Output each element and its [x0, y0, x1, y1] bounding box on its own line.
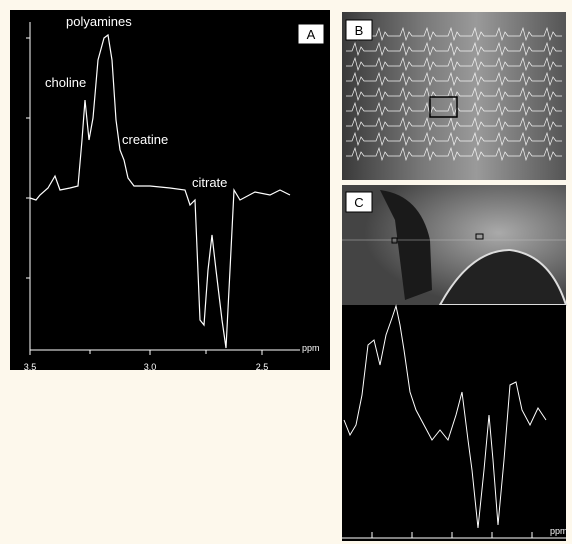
figure: polyamines choline creatine citrate 3.5 … — [0, 0, 572, 544]
panel-label: B — [355, 23, 364, 38]
panel-b: B — [342, 12, 566, 180]
panel-background — [342, 305, 566, 541]
annotation: polyamines — [66, 14, 132, 29]
page: polyamines choline creatine citrate 3.5 … — [0, 0, 572, 544]
panel-label: C — [354, 195, 363, 210]
x-tick-label: 3.0 — [144, 362, 157, 372]
annotation: citrate — [192, 175, 227, 190]
panel-c: ppm C — [342, 185, 568, 541]
annotation: choline — [45, 75, 86, 90]
panel-label: A — [307, 27, 316, 42]
panel-a: polyamines choline creatine citrate 3.5 … — [10, 10, 330, 372]
annotation: creatine — [122, 132, 168, 147]
x-tick-label: 2.5 — [256, 362, 269, 372]
axis-unit: ppm — [302, 343, 320, 353]
axis-unit: ppm — [550, 526, 568, 536]
panel-background — [10, 10, 330, 370]
x-tick-label: 3.5 — [24, 362, 37, 372]
